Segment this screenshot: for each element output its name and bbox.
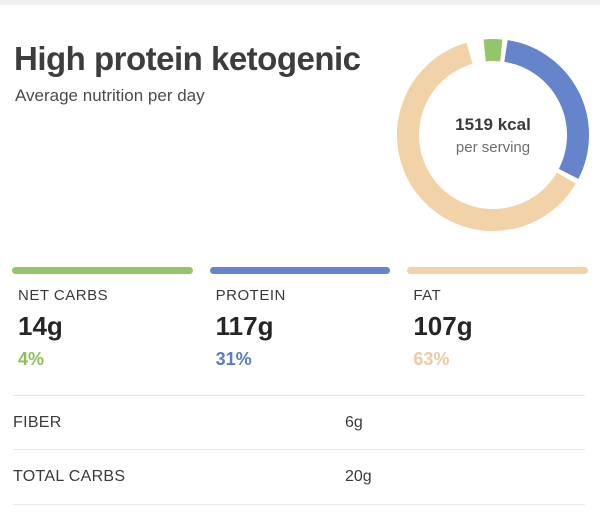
stat-protein: PROTEIN 117g 31% <box>209 267 391 370</box>
protein-bar <box>209 267 391 274</box>
table-row-total-carbs: TOTAL CARBS 20g <box>13 449 585 505</box>
total-carbs-label: TOTAL CARBS <box>13 468 126 485</box>
protein-value: 117g <box>215 311 274 341</box>
stat-fat: FAT 107g 63% <box>407 267 588 370</box>
net-carbs-bar <box>12 267 193 274</box>
donut-chart-icon <box>397 39 589 231</box>
page-title: High protein ketogenic <box>14 40 361 77</box>
fat-value: 107g <box>413 311 473 341</box>
table-row-fiber: FIBER 6g <box>13 395 585 449</box>
protein-percent: 31% <box>215 349 252 369</box>
macro-stats-row: NET CARBS 14g 4% PROTEIN 117g 31% FAT 10… <box>12 267 588 370</box>
net-carbs-percent: 4% <box>18 349 45 369</box>
fiber-label: FIBER <box>13 413 62 431</box>
nutrition-details-table: FIBER 6g TOTAL CARBS 20g <box>13 395 585 505</box>
page-subtitle: Average nutrition per day <box>15 86 205 105</box>
donut-center-label: 1519 kcal per serving <box>393 35 593 235</box>
fat-bar <box>407 267 588 274</box>
donut-slice-fat <box>397 42 576 231</box>
net-carbs-value: 14g <box>18 311 63 341</box>
total-carbs-value: 20g <box>345 468 372 485</box>
net-carbs-label: NET CARBS <box>18 287 109 304</box>
donut-slice-protein <box>503 40 589 179</box>
stat-net-carbs: NET CARBS 14g 4% <box>12 267 193 370</box>
top-divider-strip <box>0 0 600 5</box>
protein-label: PROTEIN <box>215 287 286 304</box>
calories-value: 1519 kcal <box>455 114 531 134</box>
fat-label: FAT <box>413 287 442 304</box>
fat-percent: 63% <box>413 349 450 369</box>
calorie-donut-chart: 1519 kcal per serving <box>393 35 593 235</box>
per-serving-label: per serving <box>455 138 531 156</box>
fiber-value: 6g <box>345 413 363 431</box>
